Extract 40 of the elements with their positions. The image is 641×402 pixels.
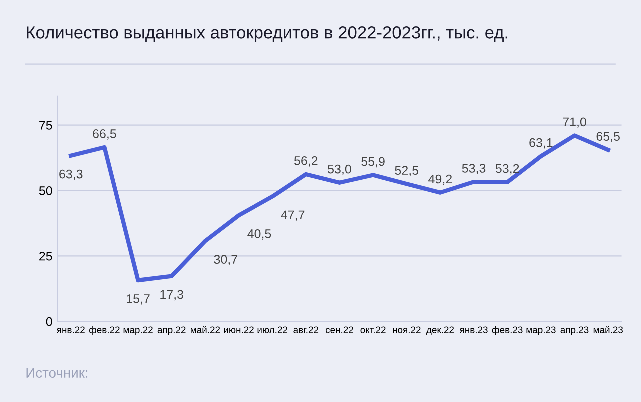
x-tick-label: июл.22 xyxy=(258,326,288,334)
x-tick-label: янв.23 xyxy=(460,326,488,334)
x-tick-label: фев.22 xyxy=(90,326,120,336)
x-tick-label: май.22 xyxy=(191,326,220,334)
x-tick-label: апр.23 xyxy=(560,326,589,336)
data-label: 63,3 xyxy=(60,170,83,180)
x-tick-label: апр.22 xyxy=(158,326,186,336)
x-tick-label: дек.22 xyxy=(426,326,454,336)
data-label: 52,5 xyxy=(395,166,419,177)
y-tick-label: 50 xyxy=(39,186,52,196)
x-tick-label: июн.22 xyxy=(224,326,254,334)
data-label: 53,3 xyxy=(462,164,486,174)
y-tick-label: 25 xyxy=(40,252,52,261)
x-tick-label: окт.22 xyxy=(360,326,386,334)
x-tick-label: мар.22 xyxy=(124,326,153,336)
data-label: 49,2 xyxy=(428,174,452,186)
x-tick-label: авг.22 xyxy=(294,326,319,334)
x-tick-label: мар.23 xyxy=(526,326,556,336)
data-label: 53,0 xyxy=(328,164,352,176)
x-tick-label: май.23 xyxy=(594,326,623,334)
x-tick-label: сен.22 xyxy=(326,326,354,334)
chart-title: Количество выданных автокредитов в 2022-2023гг., тыс. ед. xyxy=(27,26,508,42)
data-label: 30,7 xyxy=(214,255,238,266)
data-label: 63,1 xyxy=(530,138,553,149)
x-tick-label: янв.22 xyxy=(56,326,85,334)
y-tick-label: 75 xyxy=(40,121,52,130)
data-label: 65,5 xyxy=(596,132,620,142)
data-label: 71,0 xyxy=(563,118,586,128)
data-label: 15,7 xyxy=(127,294,150,305)
data-label: 55,9 xyxy=(362,157,385,168)
data-label: 56,2 xyxy=(294,156,318,167)
data-label: 66,5 xyxy=(93,130,116,140)
text: Источник: xyxy=(26,368,88,378)
data-label: 17,3 xyxy=(160,290,184,301)
x-tick-label: ноя.22 xyxy=(393,326,421,334)
data-label: 53,2 xyxy=(496,164,520,175)
data-label: 40,5 xyxy=(248,230,272,240)
data-label: 47,7 xyxy=(281,210,305,222)
x-tick-label: фев.23 xyxy=(492,326,523,336)
y-tick-label: 0 xyxy=(46,317,52,326)
